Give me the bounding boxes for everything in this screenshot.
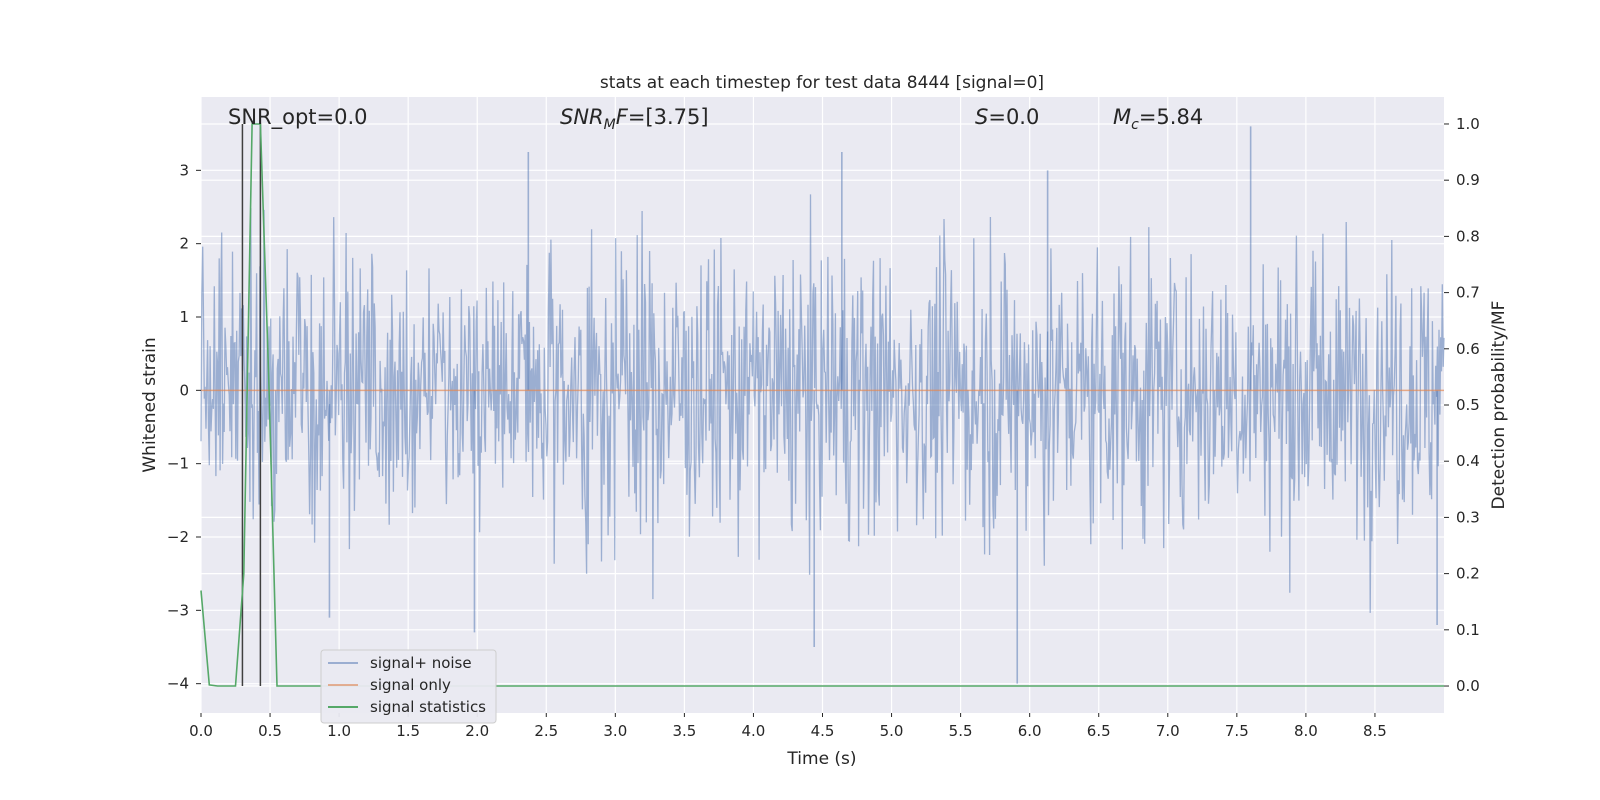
x-tick-label: 7.5 xyxy=(1225,722,1249,740)
x-tick-label: 6.5 xyxy=(1087,722,1111,740)
series-signal-noise xyxy=(200,126,1445,684)
x-tick-labels: 0.0 0.5 1.0 1.5 2.0 2.5 3.0 3.5 4.0 4.5 5.0 5.5 6.0 6… xyxy=(189,713,1387,740)
x-axis-label: Time (s) xyxy=(786,749,856,769)
annotation-snr-opt: SNR_opt=0.0 xyxy=(228,105,368,130)
y2-tick-label: 0.0 xyxy=(1456,677,1480,695)
y2-tick-label: 0.8 xyxy=(1456,227,1480,245)
x-tick-label: 5.5 xyxy=(949,722,973,740)
x-tick-label: 2.5 xyxy=(534,722,558,740)
y2-tick-labels: 0.0 0.1 0.2 0.3 0.4 0.5 0.6 0.7 0.8 0.9 1.0 xyxy=(1444,115,1480,695)
y2-tick-label: 0.6 xyxy=(1456,340,1480,358)
y-tick-label: −2 xyxy=(167,528,189,546)
annotation-snr-mf: SNRMF=[3.75] xyxy=(560,105,709,133)
legend-label-signal-only: signal only xyxy=(370,676,451,694)
y2-tick-label: 0.3 xyxy=(1456,508,1480,526)
legend-label-signal-statistics: signal statistics xyxy=(370,698,486,716)
y2-tick-label: 0.7 xyxy=(1456,284,1480,302)
y2-axis-label: Detection probability/MF xyxy=(1489,301,1509,510)
x-tick-label: 6.0 xyxy=(1018,722,1042,740)
y2-tick-label: 0.1 xyxy=(1456,621,1480,639)
x-tick-label: 3.0 xyxy=(603,722,627,740)
x-tick-label: 1.5 xyxy=(396,722,420,740)
x-tick-label: 5.0 xyxy=(880,722,904,740)
x-tick-label: 0.5 xyxy=(258,722,282,740)
y-tick-label: −1 xyxy=(167,455,189,473)
annotation-s: S=0.0 xyxy=(975,105,1039,129)
series-signal-statistics xyxy=(200,123,1444,687)
signal-statistics-line xyxy=(200,123,1444,687)
y2-tick-label: 1.0 xyxy=(1456,115,1480,133)
x-tick-label: 8.5 xyxy=(1363,722,1387,740)
y-tick-label: −4 xyxy=(167,675,189,693)
y-tick-label: 0 xyxy=(179,381,189,399)
y-tick-label: −3 xyxy=(167,601,189,619)
y-tick-label: 2 xyxy=(179,235,189,253)
y2-tick-label: 0.9 xyxy=(1456,171,1480,189)
y-tick-label: 3 xyxy=(179,161,189,179)
x-tick-label: 4.0 xyxy=(742,722,766,740)
annotation-mc: Mc=5.84 xyxy=(1113,105,1203,133)
x-tick-label: 8.0 xyxy=(1294,722,1318,740)
y2-tick-label: 0.4 xyxy=(1456,452,1480,470)
y-axis-label: Whitened strain xyxy=(140,337,160,472)
chart-title: stats at each timestep for test data 844… xyxy=(600,73,1044,93)
y2-tick-label: 0.2 xyxy=(1456,565,1480,583)
x-tick-label: 7.0 xyxy=(1156,722,1180,740)
x-tick-label: 0.0 xyxy=(189,722,213,740)
y2-tick-label: 0.5 xyxy=(1456,396,1480,414)
y-tick-label: 1 xyxy=(179,308,189,326)
legend-box xyxy=(320,649,497,724)
x-tick-label: 3.5 xyxy=(672,722,696,740)
y-tick-labels: −4 −3 −2 −1 0 1 2 3 xyxy=(167,161,201,693)
x-tick-label: 1.0 xyxy=(327,722,351,740)
legend: signal+ noise signal only signal statist… xyxy=(320,649,497,724)
x-tick-label: 2.0 xyxy=(465,722,489,740)
x-tick-label: 4.5 xyxy=(811,722,835,740)
signal-noise-line xyxy=(200,194,1445,613)
legend-label-signal-noise: signal+ noise xyxy=(370,654,472,672)
